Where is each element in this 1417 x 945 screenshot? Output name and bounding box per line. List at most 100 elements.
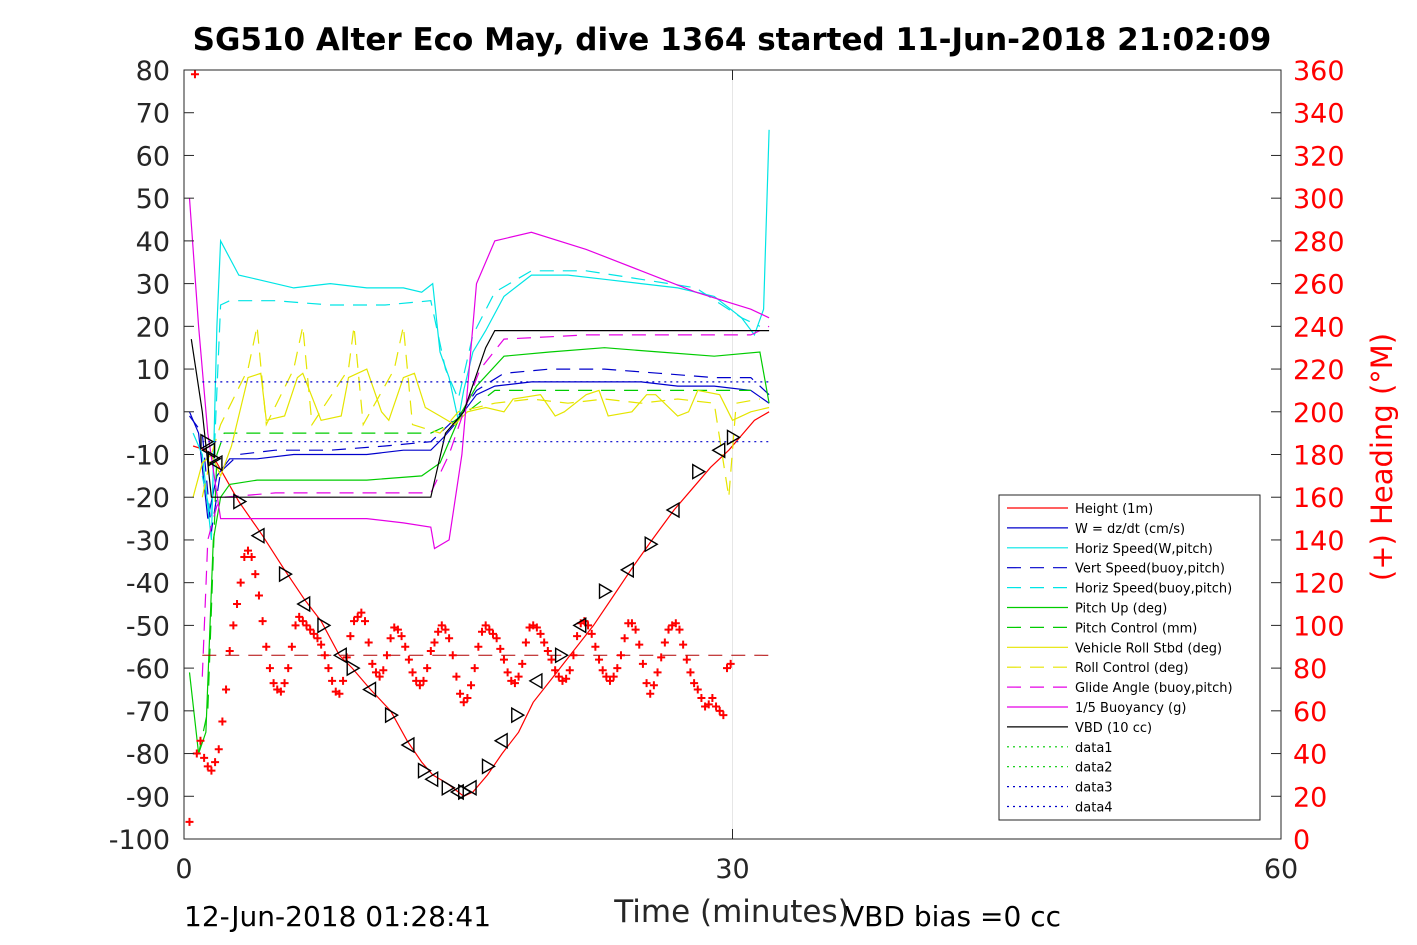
legend-label: Vehicle Roll Stbd (deg) [1075,641,1222,656]
heading-point [627,619,636,628]
heading-point [679,640,688,649]
heading-point [240,553,249,562]
y2-tick-label: 180 [1293,441,1345,472]
heading-point [437,621,446,630]
sample-marker [417,762,432,779]
heading-point [393,625,402,634]
legend: Height (1m) W = dz/dt (cm/s) Horiz Speed(W… [998,494,1261,821]
heading-point [401,642,410,651]
y2-tick-label: 320 [1293,141,1345,172]
y-tick-label: 40 [136,227,170,258]
left-y-axis: 80 70 60 50 40 30 20 10 0 -10 -20 -30 -40 -50 -60 -70 -8… [109,56,194,856]
y-tick-label: 0 [153,398,170,429]
heading-point [712,702,721,711]
heading-point [682,655,691,664]
sample-marker [332,647,347,664]
y2-tick-label: 220 [1293,355,1345,386]
heading-point [287,642,296,651]
series-layer [188,129,770,798]
heading-point [591,642,600,651]
heading-point [514,672,523,681]
heading-point [196,736,205,745]
heading-point [562,674,571,683]
heading-point [361,617,370,626]
heading-point [346,632,355,641]
heading-point [448,651,457,660]
heading-point [408,668,417,677]
heading-point [243,546,252,555]
heading-point [317,640,326,649]
heading-point [452,672,461,681]
y-tick-label: -90 [126,782,170,813]
heading-point [697,694,706,703]
y-tick-label: -50 [126,611,170,642]
y2-tick-label: 160 [1293,483,1345,514]
heading-point [536,629,545,638]
heading-point [430,638,439,647]
right-y-axis-label: (+) Heading (°M) [1365,333,1399,581]
y2-tick-label: 80 [1293,654,1327,685]
legend-label: Horiz Speed(buoy,pitch) [1075,582,1232,597]
sample-marker [362,681,377,698]
heading-point [203,762,212,771]
heading-point [306,625,315,634]
heading-point [313,634,322,643]
series-line-7 [192,368,770,498]
heading-point [532,623,541,632]
x-tick-label: 0 [175,854,192,885]
heading-point [631,625,640,634]
y2-tick-label: 20 [1293,782,1327,813]
heading-point [291,621,300,630]
heading-point [602,672,611,681]
y-tick-label: -100 [109,825,170,856]
heading-point [397,632,406,641]
heading-point [419,676,428,685]
heading-point [207,766,216,775]
x-tick-label: 30 [715,854,749,885]
y2-tick-label: 300 [1293,184,1345,215]
sample-marker [726,429,741,446]
series-line-11 [190,330,770,498]
heading-point [426,647,435,656]
legend-label: VBD (10 cc) [1075,721,1152,736]
heading-point [298,617,307,626]
y-tick-label: 70 [136,99,170,130]
sample-marker [528,672,543,690]
sample-marker [384,706,399,724]
heading-point [324,664,333,673]
y-tick-label: 20 [136,312,170,343]
sample-marker [665,501,680,519]
heading-point [265,664,274,673]
heading-point [569,651,578,660]
legend-label: data2 [1075,761,1113,776]
legend-box [998,494,1261,821]
heading-point [671,619,680,628]
sample-marker [449,783,464,801]
series-line-10 [188,198,770,550]
x-tick-label: 60 [1264,854,1298,885]
heading-point [335,689,344,698]
y-tick-label: 50 [136,184,170,215]
heading-point [284,664,293,673]
sample-marker [200,433,215,450]
heading-point [474,642,483,651]
heading-point [598,666,607,675]
heading-point [606,676,615,685]
y2-tick-label: 120 [1293,569,1345,600]
heading-point [353,612,362,621]
series-line-2 [192,129,770,540]
heading-layer [185,70,770,826]
sample-marker [493,732,508,749]
legend-label: 1/5 Buoyancy (g) [1075,701,1186,716]
legend-label: Pitch Control (mm) [1075,621,1197,636]
legend-label: Glide Angle (buoy,pitch) [1075,681,1233,696]
heading-point [470,664,479,673]
heading-point [543,647,552,656]
y-tick-label: 80 [136,56,170,87]
series-line-1 [188,381,770,519]
vbd-bias-text: VBD bias =0 cc [845,900,1061,933]
sample-marker [711,442,726,459]
heading-point [404,655,413,664]
heading-point [664,625,673,634]
